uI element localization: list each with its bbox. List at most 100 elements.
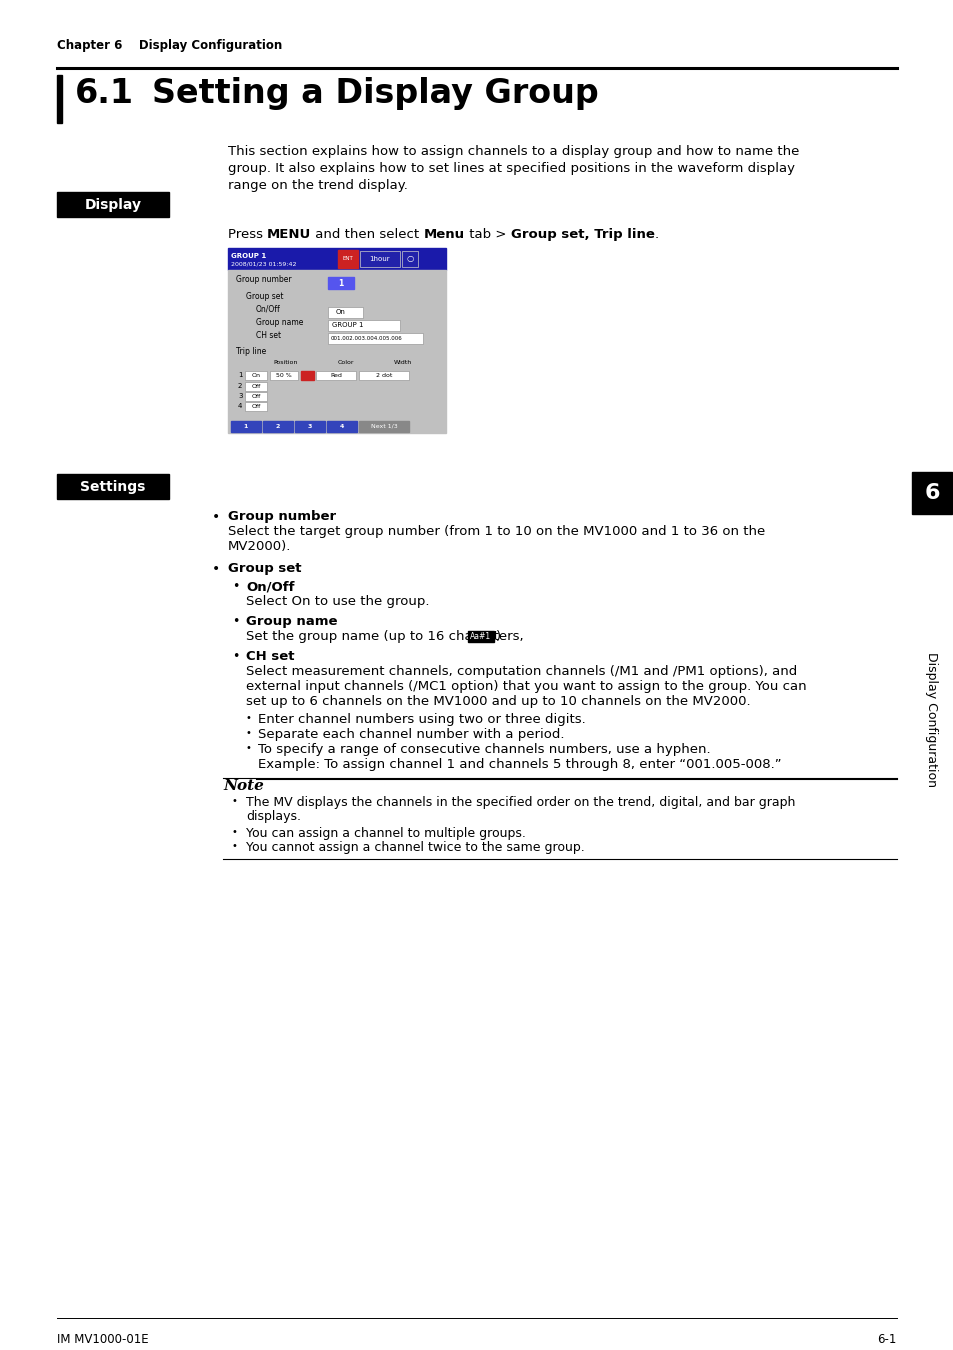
Text: tab >: tab > (464, 228, 510, 242)
Bar (57, 474, 169, 500)
Bar (328, 320, 399, 331)
Text: Group number: Group number (228, 510, 335, 522)
Text: 4: 4 (237, 404, 242, 409)
Text: 6: 6 (923, 483, 939, 504)
Text: Group number: Group number (235, 275, 292, 284)
Text: To specify a range of consecutive channels numbers, use a hyphen.: To specify a range of consecutive channe… (257, 743, 710, 756)
Text: GROUP 1: GROUP 1 (231, 252, 266, 259)
Text: displays.: displays. (246, 810, 301, 824)
Text: set up to 6 channels on the MV1000 and up to 10 channels on the MV2000.: set up to 6 channels on the MV1000 and u… (246, 695, 750, 707)
Text: You can assign a channel to multiple groups.: You can assign a channel to multiple gro… (246, 828, 525, 840)
Text: On/Off: On/Off (255, 305, 280, 315)
Text: 2008/01/23 01:59:42: 2008/01/23 01:59:42 (231, 261, 296, 266)
Bar (245, 371, 267, 379)
Bar (294, 421, 325, 432)
Bar (57, 76, 62, 123)
Text: •: • (232, 649, 239, 663)
Text: GROUP 1: GROUP 1 (332, 323, 363, 328)
Text: This section explains how to assign channels to a display group and how to name : This section explains how to assign chan… (228, 144, 799, 158)
Text: Press: Press (228, 228, 267, 242)
Text: Settings: Settings (80, 479, 146, 494)
Text: Note: Note (223, 779, 264, 792)
Text: On: On (252, 373, 260, 378)
Bar (245, 402, 267, 410)
Text: 3: 3 (237, 393, 242, 400)
Bar (337, 250, 357, 269)
Bar (327, 421, 356, 432)
Text: 6.1: 6.1 (75, 77, 133, 109)
Bar (263, 421, 293, 432)
Bar (401, 251, 417, 267)
Bar (270, 371, 297, 379)
Text: •: • (232, 580, 239, 593)
Text: 50 %: 50 % (275, 373, 292, 378)
Text: Enter channel numbers using two or three digits.: Enter channel numbers using two or three… (257, 713, 585, 726)
Text: group. It also explains how to set lines at specified positions in the waveform : group. It also explains how to set lines… (228, 162, 794, 176)
Text: CH set: CH set (255, 331, 281, 340)
Bar (358, 421, 409, 432)
Bar (911, 472, 951, 514)
Bar (328, 306, 363, 319)
Text: Group set: Group set (246, 292, 283, 301)
Text: Red: Red (330, 373, 341, 378)
Text: The MV displays the channels in the specified order on the trend, digital, and b: The MV displays the channels in the spec… (246, 796, 795, 809)
Text: On: On (335, 309, 346, 315)
Text: ).: ). (496, 630, 505, 643)
Text: CH set: CH set (246, 649, 294, 663)
Text: ○: ○ (406, 255, 414, 263)
Text: Next 1/3: Next 1/3 (370, 424, 397, 429)
Text: •: • (212, 562, 220, 576)
Text: Example: To assign channel 1 and channels 5 through 8, enter “001.005-008.”: Example: To assign channel 1 and channel… (257, 757, 781, 771)
Text: 2: 2 (237, 383, 242, 389)
Text: Display: Display (85, 197, 141, 212)
Text: •: • (232, 796, 237, 806)
Text: Chapter 6    Display Configuration: Chapter 6 Display Configuration (57, 39, 282, 53)
Text: On/Off: On/Off (246, 580, 294, 593)
Text: 1: 1 (244, 424, 248, 429)
Bar (228, 248, 446, 270)
Text: •: • (232, 828, 237, 837)
Text: •: • (246, 743, 252, 753)
Text: Off: Off (251, 383, 260, 389)
Bar (245, 392, 267, 401)
Text: ENT: ENT (342, 256, 353, 262)
Text: Setting a Display Group: Setting a Display Group (152, 77, 598, 109)
Text: IM MV1000-01E: IM MV1000-01E (57, 1332, 149, 1346)
Text: 001.002.003.004.005.006: 001.002.003.004.005.006 (331, 336, 402, 340)
Text: MV2000).: MV2000). (228, 540, 291, 553)
Text: Position: Position (274, 360, 298, 365)
Text: Color: Color (337, 360, 354, 365)
Text: •: • (232, 616, 239, 628)
Text: Group set, Trip line: Group set, Trip line (510, 228, 654, 242)
Text: Group name: Group name (246, 616, 337, 628)
Text: Group set: Group set (228, 562, 301, 575)
Bar (245, 382, 267, 391)
Text: Trip line: Trip line (235, 347, 266, 356)
Text: Display Configuration: Display Configuration (924, 652, 938, 787)
Text: •: • (212, 510, 220, 524)
Text: external input channels (/MC1 option) that you want to assign to the group. You : external input channels (/MC1 option) th… (246, 680, 806, 693)
Bar (57, 192, 169, 217)
Text: •: • (246, 728, 252, 738)
Text: Width: Width (394, 360, 412, 365)
Text: •: • (232, 841, 237, 850)
Text: Off: Off (251, 404, 260, 409)
Text: Select On to use the group.: Select On to use the group. (246, 595, 429, 608)
Text: Separate each channel number with a period.: Separate each channel number with a peri… (257, 728, 564, 741)
Text: You cannot assign a channel twice to the same group.: You cannot assign a channel twice to the… (246, 841, 584, 855)
Text: Select measurement channels, computation channels (/M1 and /PM1 options), and: Select measurement channels, computation… (246, 666, 797, 678)
Text: Menu: Menu (423, 228, 464, 242)
Text: Off: Off (251, 394, 260, 400)
Text: Set the group name (up to 16 characters,: Set the group name (up to 16 characters, (246, 630, 527, 643)
Text: 1hour: 1hour (370, 256, 390, 262)
Bar (359, 251, 399, 267)
Text: 1: 1 (338, 278, 343, 288)
Text: and then select: and then select (312, 228, 423, 242)
Bar (468, 630, 494, 643)
Text: Select the target group number (from 1 to 10 on the MV1000 and 1 to 36 on the: Select the target group number (from 1 t… (228, 525, 764, 539)
Bar (328, 333, 422, 344)
Text: 2 dot: 2 dot (375, 373, 392, 378)
Text: 3: 3 (308, 424, 312, 429)
Bar (358, 371, 409, 379)
Bar (231, 421, 261, 432)
